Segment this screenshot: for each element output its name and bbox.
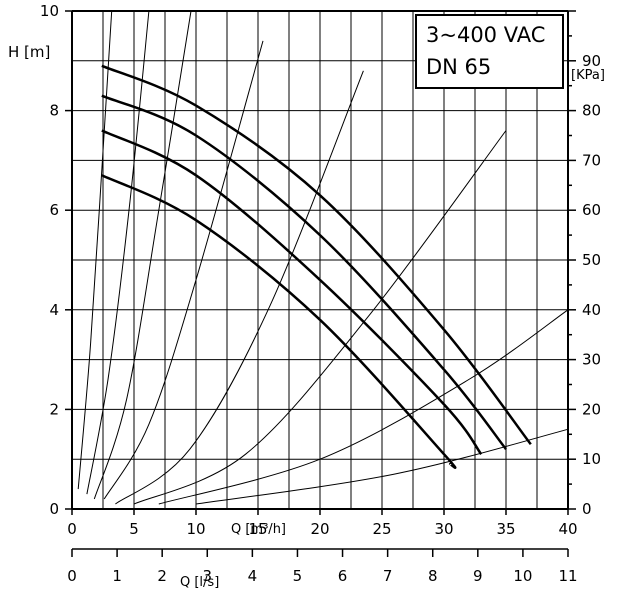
pump-curve-4: [101, 174, 457, 469]
x-m3h-tick-label: 35: [496, 520, 515, 538]
x-m3h-tick-label: 30: [434, 520, 453, 538]
x-ls-tick-label: 1: [112, 567, 122, 585]
system-curve-4: [103, 40, 264, 500]
y-right-tick-label: 20: [582, 400, 601, 418]
x-m3h-tick-label: 5: [129, 520, 139, 538]
system-curve-7: [158, 309, 569, 505]
x-ls-tick-label: 10: [513, 567, 532, 585]
title-box: [415, 14, 564, 89]
system-curve-6: [133, 130, 507, 505]
pump-curve-3: [101, 129, 483, 455]
x-axis-ls-label: Q [l/s]: [180, 575, 219, 590]
x-ls-tick-label: 9: [473, 567, 483, 585]
system-curve-5: [115, 70, 364, 505]
y-right-tick-label: 80: [582, 102, 601, 120]
y-right-tick-label: 70: [582, 151, 601, 169]
x-ls-tick-label: 11: [558, 567, 577, 585]
pump-curve-1: [101, 64, 532, 446]
y-left-tick-label: 0: [49, 500, 59, 518]
x-ls-tick-label: 8: [428, 567, 438, 585]
curve-layer: [77, 10, 569, 505]
system-curve-3: [93, 10, 192, 500]
system-curve-2: [86, 10, 150, 495]
x-m3h-tick-label: 20: [310, 520, 329, 538]
y-right-tick-label: 60: [582, 201, 601, 219]
chart-title-line-1: 3~400 VAC: [426, 23, 545, 47]
y-right-tick-label: 90: [582, 52, 601, 70]
x-ls-tick-label: 0: [67, 567, 77, 585]
y-left-tick-label: 10: [40, 2, 59, 20]
y-left-tick-label: 4: [49, 301, 59, 319]
y-right-tick-label: 30: [582, 351, 601, 369]
x-ls-tick-label: 6: [338, 567, 348, 585]
x-ls-tick-label: 2: [157, 567, 167, 585]
x-m3h-tick-label: 15: [248, 520, 267, 538]
system-curve-8: [195, 428, 569, 505]
y-right-tick-label: 0: [582, 500, 592, 518]
chart-title-line-2: DN 65: [426, 55, 491, 79]
x-ls-tick-label: 7: [383, 567, 393, 585]
y-right-tick-label: 10: [582, 450, 601, 468]
x-ls-tick-label: 3: [202, 567, 212, 585]
x-m3h-tick-label: 40: [558, 520, 577, 538]
system-curve-1: [77, 10, 113, 490]
y-left-tick-label: 6: [49, 201, 59, 219]
x-m3h-tick-label: 0: [67, 520, 77, 538]
x-m3h-tick-label: 10: [186, 520, 205, 538]
y-left-tick-label: 2: [49, 400, 59, 418]
pump-curve-2: [101, 94, 507, 450]
y-axis-left-label: H [m]: [8, 43, 50, 61]
y-right-tick-label: 40: [582, 301, 601, 319]
y-left-tick-label: 8: [49, 102, 59, 120]
y-right-tick-label: 50: [582, 251, 601, 269]
y-axis-right-label: [KPa]: [571, 68, 605, 83]
x-ls-tick-label: 4: [248, 567, 258, 585]
x-axis-m3h-label: Q [m³/h]: [231, 522, 286, 537]
x-ls-tick-label: 5: [293, 567, 303, 585]
x-m3h-tick-label: 25: [372, 520, 391, 538]
